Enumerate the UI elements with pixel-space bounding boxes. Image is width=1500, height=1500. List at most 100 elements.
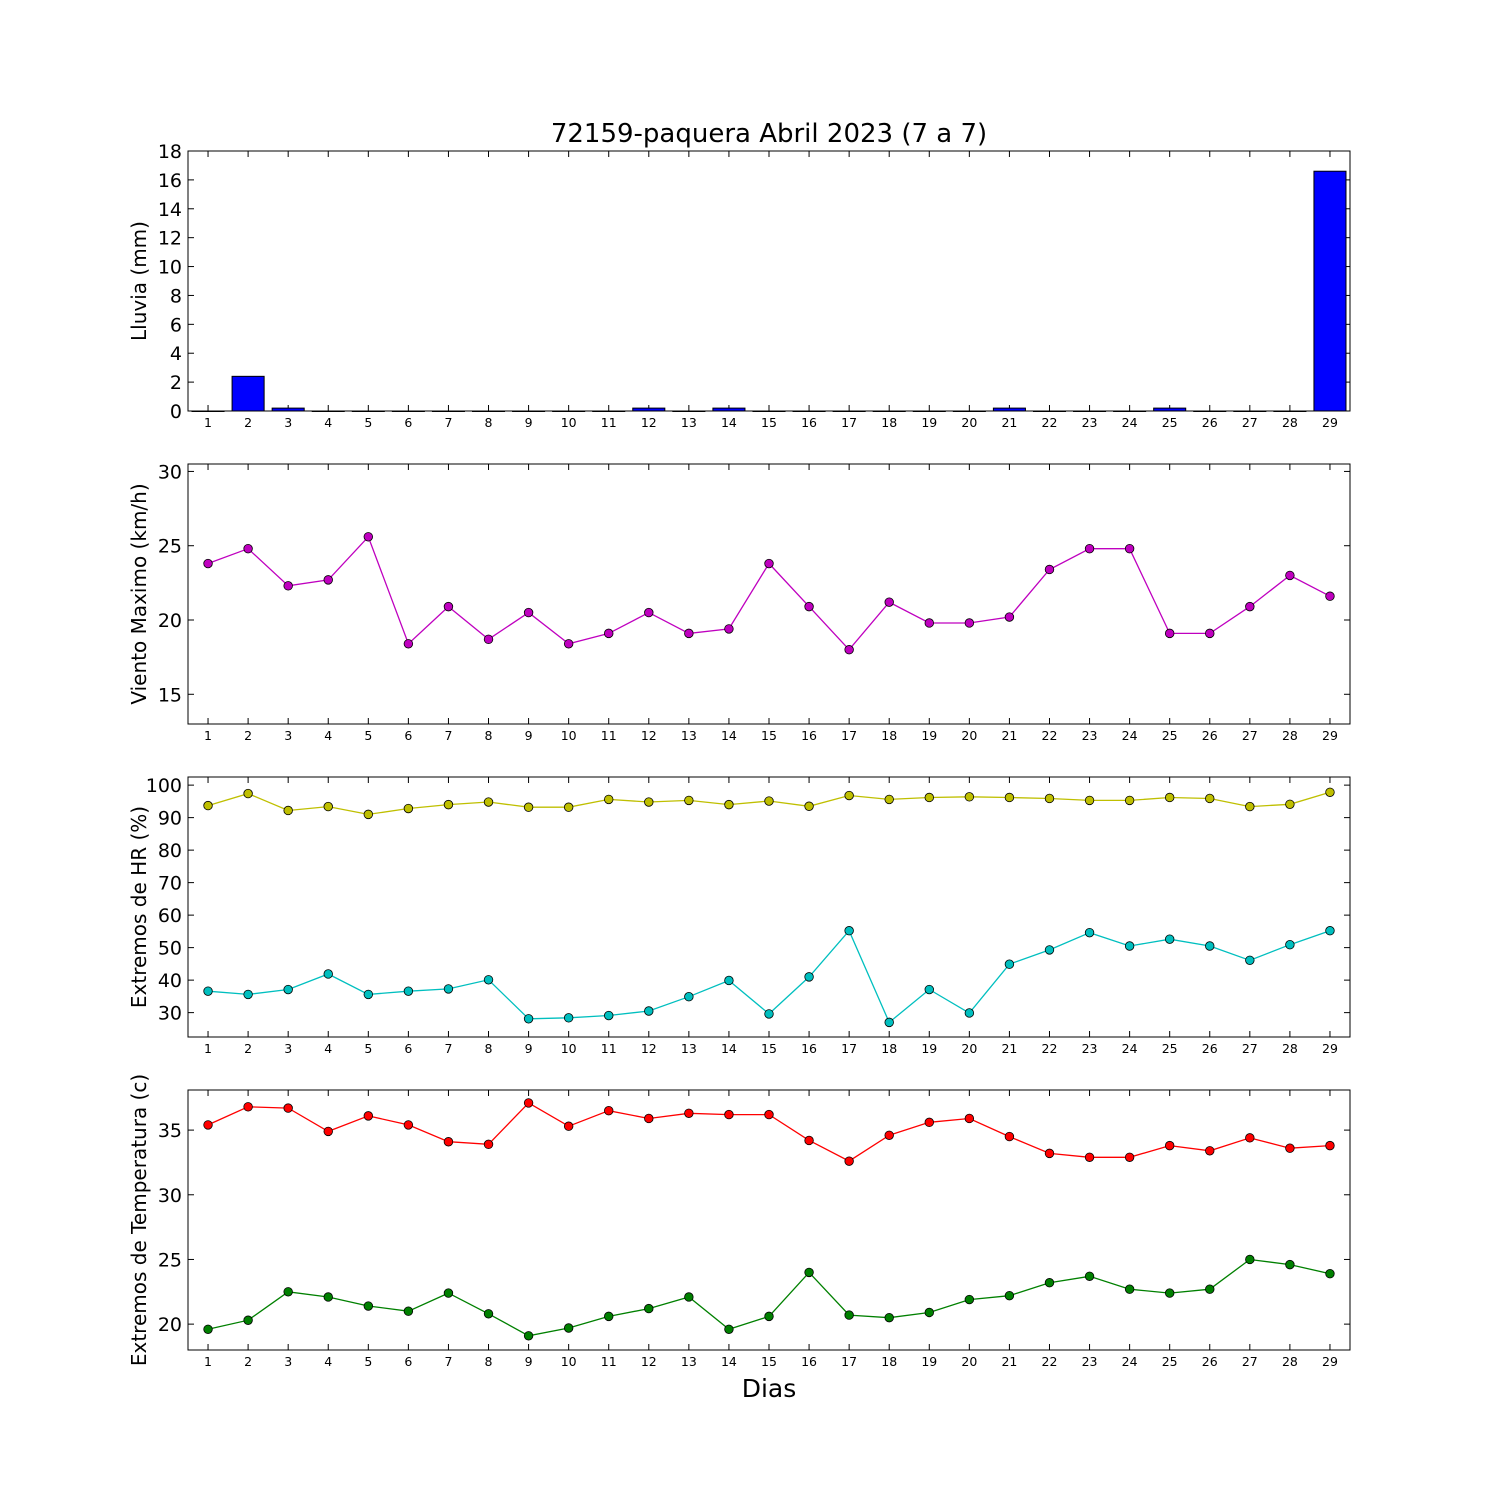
data-point: [1285, 570, 1295, 581]
x-tick-label: 4: [324, 728, 332, 743]
data-point: [1245, 801, 1255, 812]
x-tick-label: 15: [761, 1041, 777, 1056]
y-tick-label: 30: [158, 461, 182, 483]
data-point: [964, 618, 975, 628]
y-tick-label: 0: [170, 401, 182, 423]
data-point: [1285, 1143, 1295, 1153]
x-tick-label: 21: [1001, 728, 1017, 743]
data-point: [1245, 601, 1255, 612]
x-tick-label: 8: [485, 1354, 493, 1369]
data-point: [323, 1292, 333, 1302]
data-point: [1004, 1290, 1015, 1301]
x-tick-label: 8: [485, 415, 493, 430]
bar: [471, 410, 506, 412]
data-point: [1084, 1152, 1095, 1162]
data-point: [884, 1130, 894, 1140]
data-point: [724, 799, 734, 810]
x-tick-label: 4: [324, 1041, 332, 1056]
x-tick-label: 14: [721, 415, 737, 430]
data-point: [1285, 1259, 1295, 1270]
x-tick-label: 14: [721, 728, 737, 743]
data-point: [884, 597, 894, 607]
x-tick-label: 26: [1202, 1041, 1218, 1056]
data-point: [1004, 792, 1015, 803]
data-point: [483, 1139, 494, 1150]
data-point: [764, 1009, 774, 1019]
x-tick-label: 2: [244, 415, 252, 430]
x-tick-label: 26: [1202, 1354, 1218, 1369]
y-tick-label: 14: [158, 199, 182, 221]
x-tick-label: 3: [284, 415, 292, 430]
data-point: [1044, 564, 1055, 575]
x-tick-label: 23: [1082, 1354, 1098, 1369]
x-tick-label: 25: [1162, 415, 1178, 430]
data-point: [844, 926, 854, 936]
x-tick-label: 13: [681, 1354, 697, 1369]
data-point: [724, 624, 734, 634]
data-point: [443, 799, 454, 810]
x-tick-label: 9: [525, 1041, 533, 1056]
x-tick-label: 13: [681, 415, 697, 430]
y-tick-label: 90: [158, 808, 182, 830]
x-tick-label: 7: [444, 728, 452, 743]
bar: [271, 407, 305, 412]
x-tick-label: 3: [284, 728, 292, 743]
x-tick-label: 17: [841, 415, 857, 430]
bar: [231, 375, 265, 412]
data-point: [443, 984, 454, 994]
bar: [952, 410, 986, 412]
data-point: [1325, 591, 1335, 601]
data-point: [483, 634, 494, 645]
x-tick-label: 6: [404, 1354, 412, 1369]
x-tick-label: 27: [1242, 1041, 1258, 1056]
x-tick-label: 3: [284, 1354, 292, 1369]
data-point: [1205, 941, 1215, 951]
y-tick-label: 8: [170, 285, 182, 307]
data-point: [1084, 795, 1095, 806]
data-point: [1044, 1278, 1055, 1288]
data-point: [1044, 793, 1055, 804]
y-axis-label: Viento Maximo (km/h): [127, 483, 151, 704]
data-point: [644, 1113, 654, 1124]
x-tick-label: 8: [485, 728, 493, 743]
data-point: [604, 1105, 614, 1116]
data-point: [523, 1098, 534, 1108]
data-point: [1164, 1140, 1175, 1151]
y-tick-label: 2: [170, 372, 182, 394]
data-point: [724, 975, 734, 986]
x-tick-label: 26: [1202, 415, 1218, 430]
data-point: [1124, 1152, 1135, 1162]
x-tick-label: 1: [204, 1041, 212, 1056]
y-axis-label: Lluvia (mm): [127, 221, 151, 341]
y-tick-label: 35: [158, 1120, 182, 1142]
data-point: [684, 1108, 694, 1118]
bar: [792, 410, 826, 412]
data-point: [924, 1117, 934, 1128]
data-point: [403, 803, 414, 814]
x-tick-label: 28: [1282, 1354, 1298, 1369]
bar: [351, 410, 385, 412]
x-tick-label: 24: [1122, 728, 1138, 743]
data-point: [403, 1120, 414, 1130]
x-tick-label: 6: [404, 728, 412, 743]
data-point: [724, 1109, 734, 1120]
data-point: [443, 1137, 454, 1147]
data-point: [523, 1014, 534, 1024]
data-point: [644, 1303, 654, 1314]
data-point: [1245, 1254, 1255, 1265]
data-point: [884, 1312, 894, 1323]
x-tick-label: 27: [1242, 728, 1258, 743]
data-point: [1004, 1131, 1015, 1142]
data-point: [403, 639, 414, 649]
y-tick-label: 80: [158, 840, 182, 862]
data-point: [604, 1010, 614, 1021]
data-point: [203, 1120, 213, 1130]
x-tick-label: 22: [1042, 415, 1058, 430]
data-point: [1084, 543, 1095, 554]
x-tick-label: 7: [444, 1354, 452, 1369]
x-tick-label: 11: [601, 1354, 617, 1369]
